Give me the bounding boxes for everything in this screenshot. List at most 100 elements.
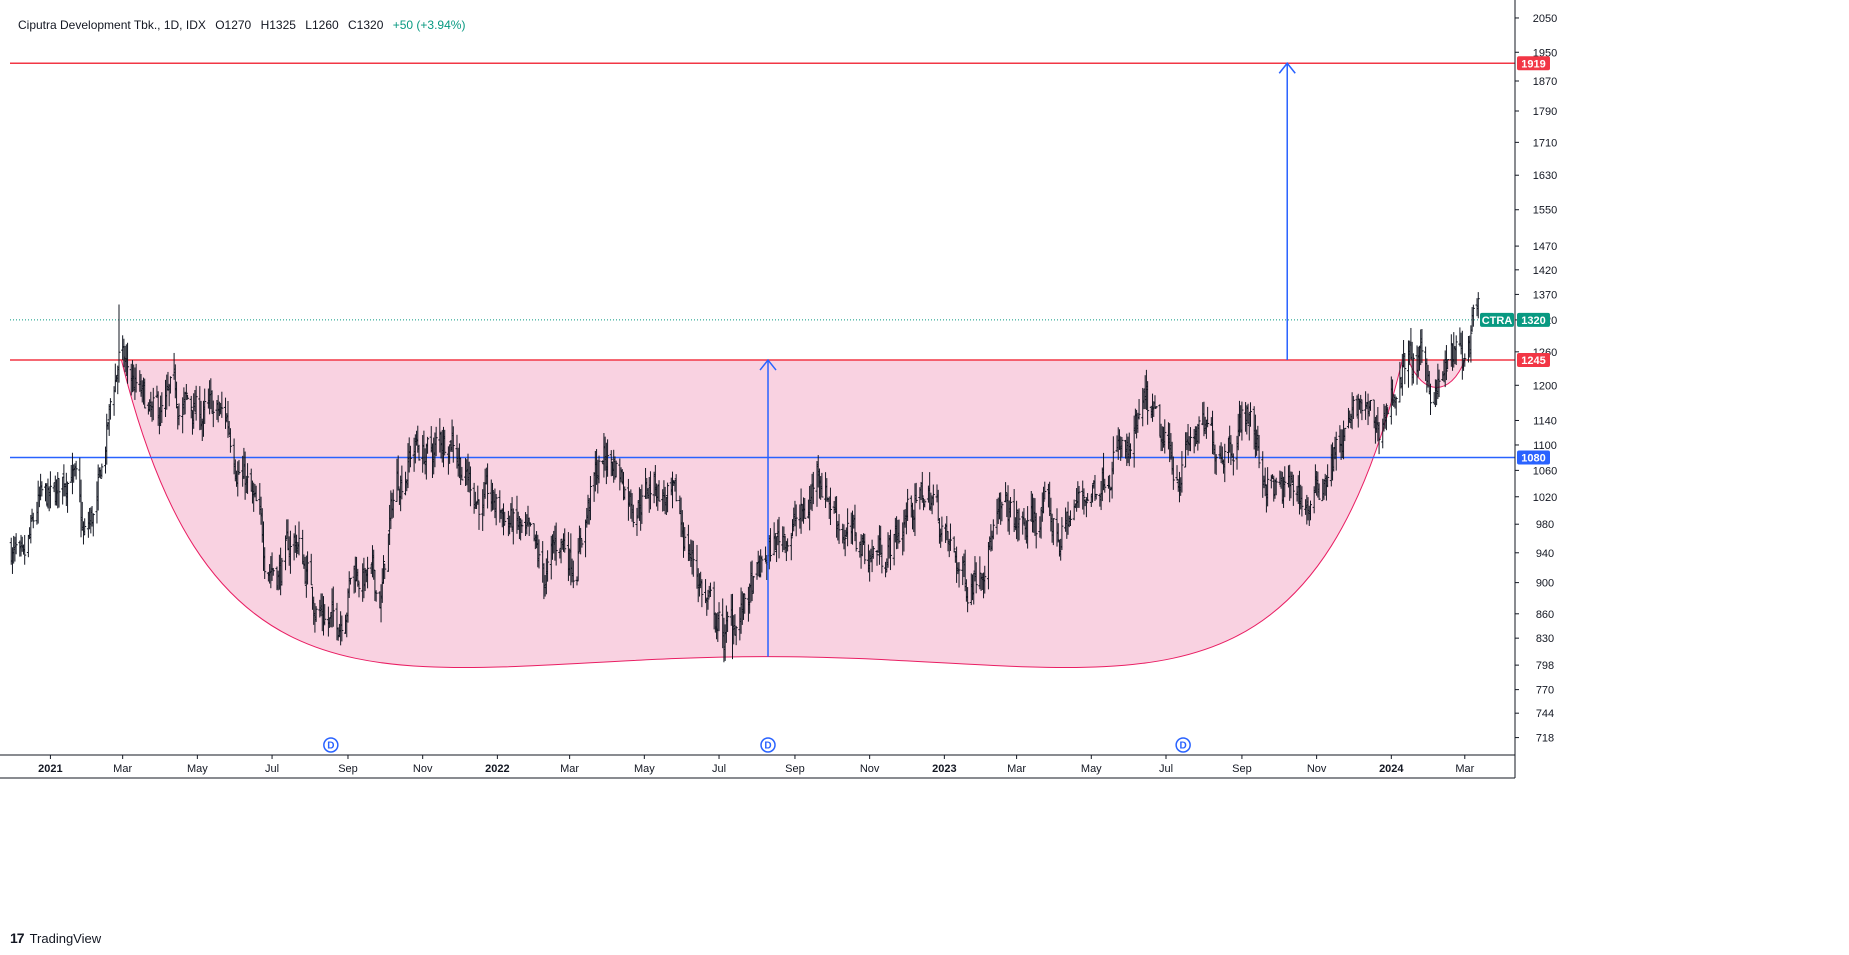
ohlc-bar xyxy=(426,436,430,454)
ohlc-bar xyxy=(588,475,592,521)
ohlc-bar xyxy=(271,567,275,576)
dividend-marker-label: D xyxy=(327,741,334,752)
price-tick-label: 860 xyxy=(1536,609,1554,621)
symbol-title: Ciputra Development Tbk., 1D, IDX xyxy=(18,18,206,32)
ohlc-bar xyxy=(366,556,370,589)
ohlc-bar xyxy=(920,471,924,503)
ohlc-bar xyxy=(168,376,172,394)
depth-arrow-head xyxy=(759,358,777,371)
open-value: O1270 xyxy=(215,18,252,32)
ohlc-bar xyxy=(1377,422,1381,455)
symbol-tag xyxy=(1480,312,1514,327)
ohlc-bar xyxy=(666,482,670,513)
ohlc-bar xyxy=(734,625,738,646)
change-value: +50 (+3.94%) xyxy=(392,18,466,32)
ohlc-bar xyxy=(1403,353,1407,385)
price-tick-label: 770 xyxy=(1536,685,1554,697)
ohlc-bar xyxy=(211,400,215,428)
ohlc-bar xyxy=(1043,481,1047,500)
ohlc-bar xyxy=(777,516,781,559)
ohlc-bar xyxy=(1384,403,1388,431)
ohlc-bar xyxy=(614,460,618,478)
ohlc-bar xyxy=(396,455,400,491)
ohlc-bar xyxy=(580,539,584,548)
ohlc-bar xyxy=(657,480,661,502)
ohlc-bar xyxy=(357,581,361,598)
time-tick-label: 2023 xyxy=(932,763,956,775)
ohlc-bar xyxy=(683,527,687,552)
ohlc-bar xyxy=(460,466,464,481)
ohlc-bar xyxy=(100,463,104,478)
ohlc-bar xyxy=(494,493,498,526)
ohlc-bar xyxy=(297,521,301,556)
ohlc-bar xyxy=(966,587,970,613)
ohlc-bar xyxy=(576,538,580,581)
ohlc-bar xyxy=(1248,402,1252,427)
ohlc-bar xyxy=(194,385,198,421)
ohlc-bar xyxy=(1082,488,1086,515)
ohlc-bar xyxy=(175,381,179,409)
price-tick-label: 900 xyxy=(1536,578,1554,590)
time-tick-label: Jul xyxy=(712,763,726,775)
time-tick-label: 2024 xyxy=(1379,763,1404,775)
ohlc-bar xyxy=(717,602,721,632)
time-tick-label: 2022 xyxy=(485,763,509,775)
ohlc-bar xyxy=(203,388,207,425)
ohlc-bar xyxy=(760,555,764,573)
ohlc-bar xyxy=(288,530,292,574)
ohlc-bar xyxy=(511,508,515,545)
cup-pattern xyxy=(120,359,1466,669)
ohlc-bar xyxy=(1343,427,1347,442)
time-tick-label: Nov xyxy=(860,763,880,775)
ohlc-bar xyxy=(880,544,884,574)
ohlc-bar xyxy=(186,394,190,400)
chart-axes: 7187447707988308609009409801020106011001… xyxy=(0,0,1557,779)
time-tick-label: Sep xyxy=(785,763,805,775)
ohlc-bar xyxy=(40,481,44,497)
time-tick-label: Mar xyxy=(1007,763,1026,775)
ohlc-bar xyxy=(228,428,232,453)
level-support-tag-label: 1080 xyxy=(1521,453,1545,465)
price-tick-label: 980 xyxy=(1536,519,1554,531)
ohlc-bar xyxy=(1171,456,1175,490)
ohlc-bar xyxy=(1274,477,1278,496)
ohlc-bar xyxy=(811,471,815,505)
last-price-tag-label: 1320 xyxy=(1521,315,1545,327)
price-tick-label: 1100 xyxy=(1533,440,1557,452)
brand-name: TradingView xyxy=(29,930,102,946)
ohlc-bar xyxy=(29,514,33,544)
ohlc-bar xyxy=(1446,359,1450,370)
price-tick-label: 1790 xyxy=(1533,106,1557,118)
ohlc-bar xyxy=(940,516,944,542)
ohlc-bar xyxy=(1153,395,1157,409)
ohlc-bar xyxy=(374,590,378,602)
ohlc-bar xyxy=(843,529,847,557)
ohlc-bar xyxy=(1188,427,1192,452)
price-tick-label: 1470 xyxy=(1533,241,1557,253)
ohlc-bar xyxy=(546,550,550,582)
ohlc-bar xyxy=(400,465,404,500)
ohlc-bar xyxy=(708,582,712,597)
ohlc-bar xyxy=(74,460,78,480)
dividend-marker-icon xyxy=(1175,737,1191,753)
ohlc-bar xyxy=(931,484,935,506)
ohlc-bar xyxy=(48,471,52,509)
last-price-tag xyxy=(1517,312,1550,327)
ohlc-bar xyxy=(1300,486,1304,517)
ohlc-bar xyxy=(126,342,130,384)
ohlc-bar xyxy=(66,481,70,513)
ohlc-bar xyxy=(871,546,875,559)
ohlc-bar xyxy=(1180,451,1184,493)
ohlc-bar xyxy=(1094,493,1098,500)
time-tick-label: Mar xyxy=(113,763,132,775)
ohlc-bar xyxy=(888,529,892,571)
ohlc-bar xyxy=(1086,493,1090,502)
tradingview-branding[interactable]: 17 TradingView xyxy=(10,930,101,946)
ohlc-bar xyxy=(108,398,112,420)
ohlc-bar xyxy=(451,426,455,463)
ohlc-bar xyxy=(1326,464,1330,488)
ohlc-bar xyxy=(1042,486,1046,514)
ohlc-bar xyxy=(1017,508,1021,541)
